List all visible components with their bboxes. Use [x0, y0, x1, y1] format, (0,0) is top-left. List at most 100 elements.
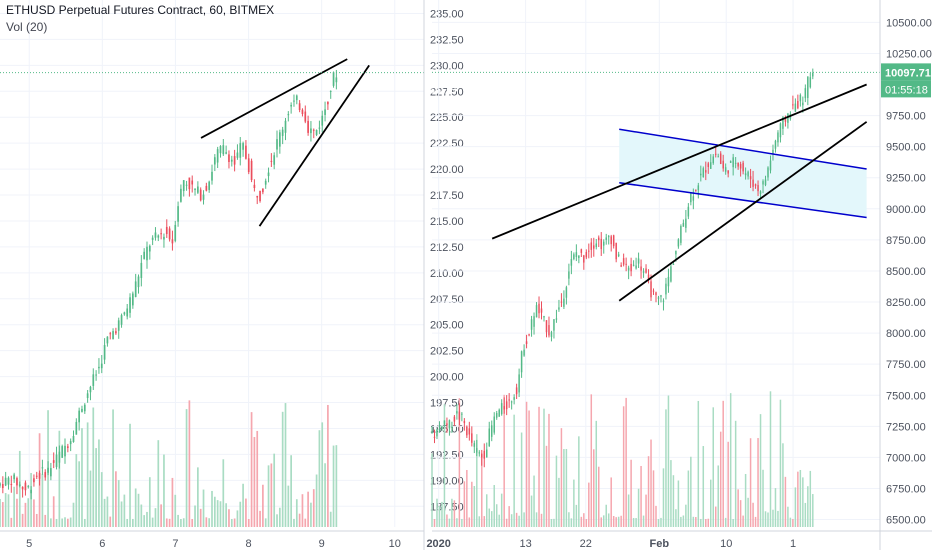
volume-bar — [493, 485, 495, 527]
candle-body — [533, 316, 535, 327]
candle-body — [448, 420, 451, 429]
volume-bar — [665, 409, 667, 527]
candle-body — [642, 271, 645, 273]
volume-bar — [568, 512, 570, 527]
candle-body — [461, 413, 463, 415]
volume-bar — [103, 498, 106, 527]
price-tick-label: 222.50 — [430, 138, 464, 150]
volume-bar — [473, 486, 476, 527]
candle-body — [208, 181, 211, 190]
candle-body — [304, 111, 307, 122]
volume-bar — [598, 466, 600, 527]
volume-bar — [573, 479, 575, 527]
volume-bar — [528, 410, 530, 527]
candle-body — [202, 194, 205, 200]
candle-body — [83, 404, 86, 412]
volume-bar — [672, 475, 675, 527]
volume-bar — [247, 518, 250, 527]
price-tick-label: 8750.00 — [886, 235, 926, 247]
candle-body — [126, 308, 129, 317]
candle-body — [287, 114, 290, 116]
volume-bar — [318, 430, 321, 527]
candle-body — [627, 267, 630, 271]
price-tick-label: 217.50 — [430, 190, 464, 202]
channel-line-lower — [619, 181, 867, 219]
candle-body — [705, 170, 707, 173]
volume-bar — [490, 511, 493, 527]
volume-bar — [670, 460, 672, 527]
candle-body — [38, 472, 41, 479]
candle-body — [498, 409, 500, 417]
volume-bar — [151, 517, 154, 527]
candle-body — [580, 249, 583, 253]
price-tick-label: 210.00 — [430, 268, 464, 280]
candle-body — [575, 252, 578, 257]
volume-bar — [767, 512, 769, 527]
candle-body — [1, 484, 4, 489]
candle-body — [513, 397, 515, 400]
price-tick-label: 7500.00 — [886, 390, 926, 402]
volume-bar — [605, 504, 607, 527]
candle-body — [727, 170, 729, 174]
candle-body — [307, 120, 309, 133]
candle-body — [637, 258, 640, 264]
time-tick-label: 10 — [389, 538, 401, 550]
candle-body — [160, 233, 162, 235]
volume-bar — [321, 422, 324, 527]
volume-bar — [757, 438, 759, 527]
volume-bar — [645, 494, 647, 527]
volume-bar — [109, 516, 112, 527]
candle-body — [165, 226, 168, 235]
price-tick-label: 207.50 — [430, 294, 464, 306]
time-tick-label: 13 — [519, 538, 531, 550]
volume-bar — [458, 398, 461, 527]
volume-bar — [687, 470, 690, 527]
price-tick-label: 197.50 — [430, 398, 464, 410]
volume-bar — [782, 443, 784, 527]
volume-bar — [575, 504, 578, 527]
volume-bar — [451, 498, 453, 527]
volume-bar — [737, 489, 739, 527]
volume-bar — [739, 500, 742, 527]
candle-body — [570, 259, 573, 266]
volume-bar — [89, 470, 92, 527]
candle-body — [652, 290, 655, 292]
volume-bar — [657, 518, 660, 527]
volume-bar — [18, 450, 21, 527]
volume-bar — [13, 486, 15, 527]
candle-body — [650, 281, 652, 298]
price-tick-label: 7750.00 — [886, 359, 926, 371]
candle-body — [163, 236, 165, 240]
volume-bar — [264, 518, 267, 527]
price-tick-label: 9000.00 — [886, 204, 926, 216]
candle-body — [538, 303, 540, 314]
candle-body — [216, 149, 219, 163]
candle-body — [677, 239, 680, 247]
candle-body — [682, 222, 685, 227]
last-price-label: 229.30 — [429, 68, 463, 80]
volume-bar — [769, 391, 772, 527]
candle-body — [787, 113, 789, 123]
countdown-label: 01:55:18 — [885, 84, 928, 96]
volume-bar — [510, 514, 513, 527]
volume-bar — [64, 517, 66, 527]
candle-body — [610, 236, 612, 245]
candle-body — [431, 432, 433, 434]
volume-bar — [199, 508, 202, 527]
candle-body — [35, 475, 38, 477]
candle-body — [660, 295, 662, 297]
volume-bar — [570, 518, 573, 527]
candle-body — [50, 468, 52, 477]
volume-bar — [205, 517, 208, 527]
candle-body — [242, 143, 244, 150]
candle-body — [188, 177, 191, 190]
candle-body — [0, 483, 1, 486]
volume-bar — [540, 513, 543, 527]
volume-bar — [95, 448, 97, 527]
volume-bar — [262, 484, 264, 527]
candle-body — [239, 143, 242, 158]
volume-bar — [310, 502, 312, 527]
candle-body — [548, 325, 550, 336]
volume-bar — [332, 445, 335, 527]
